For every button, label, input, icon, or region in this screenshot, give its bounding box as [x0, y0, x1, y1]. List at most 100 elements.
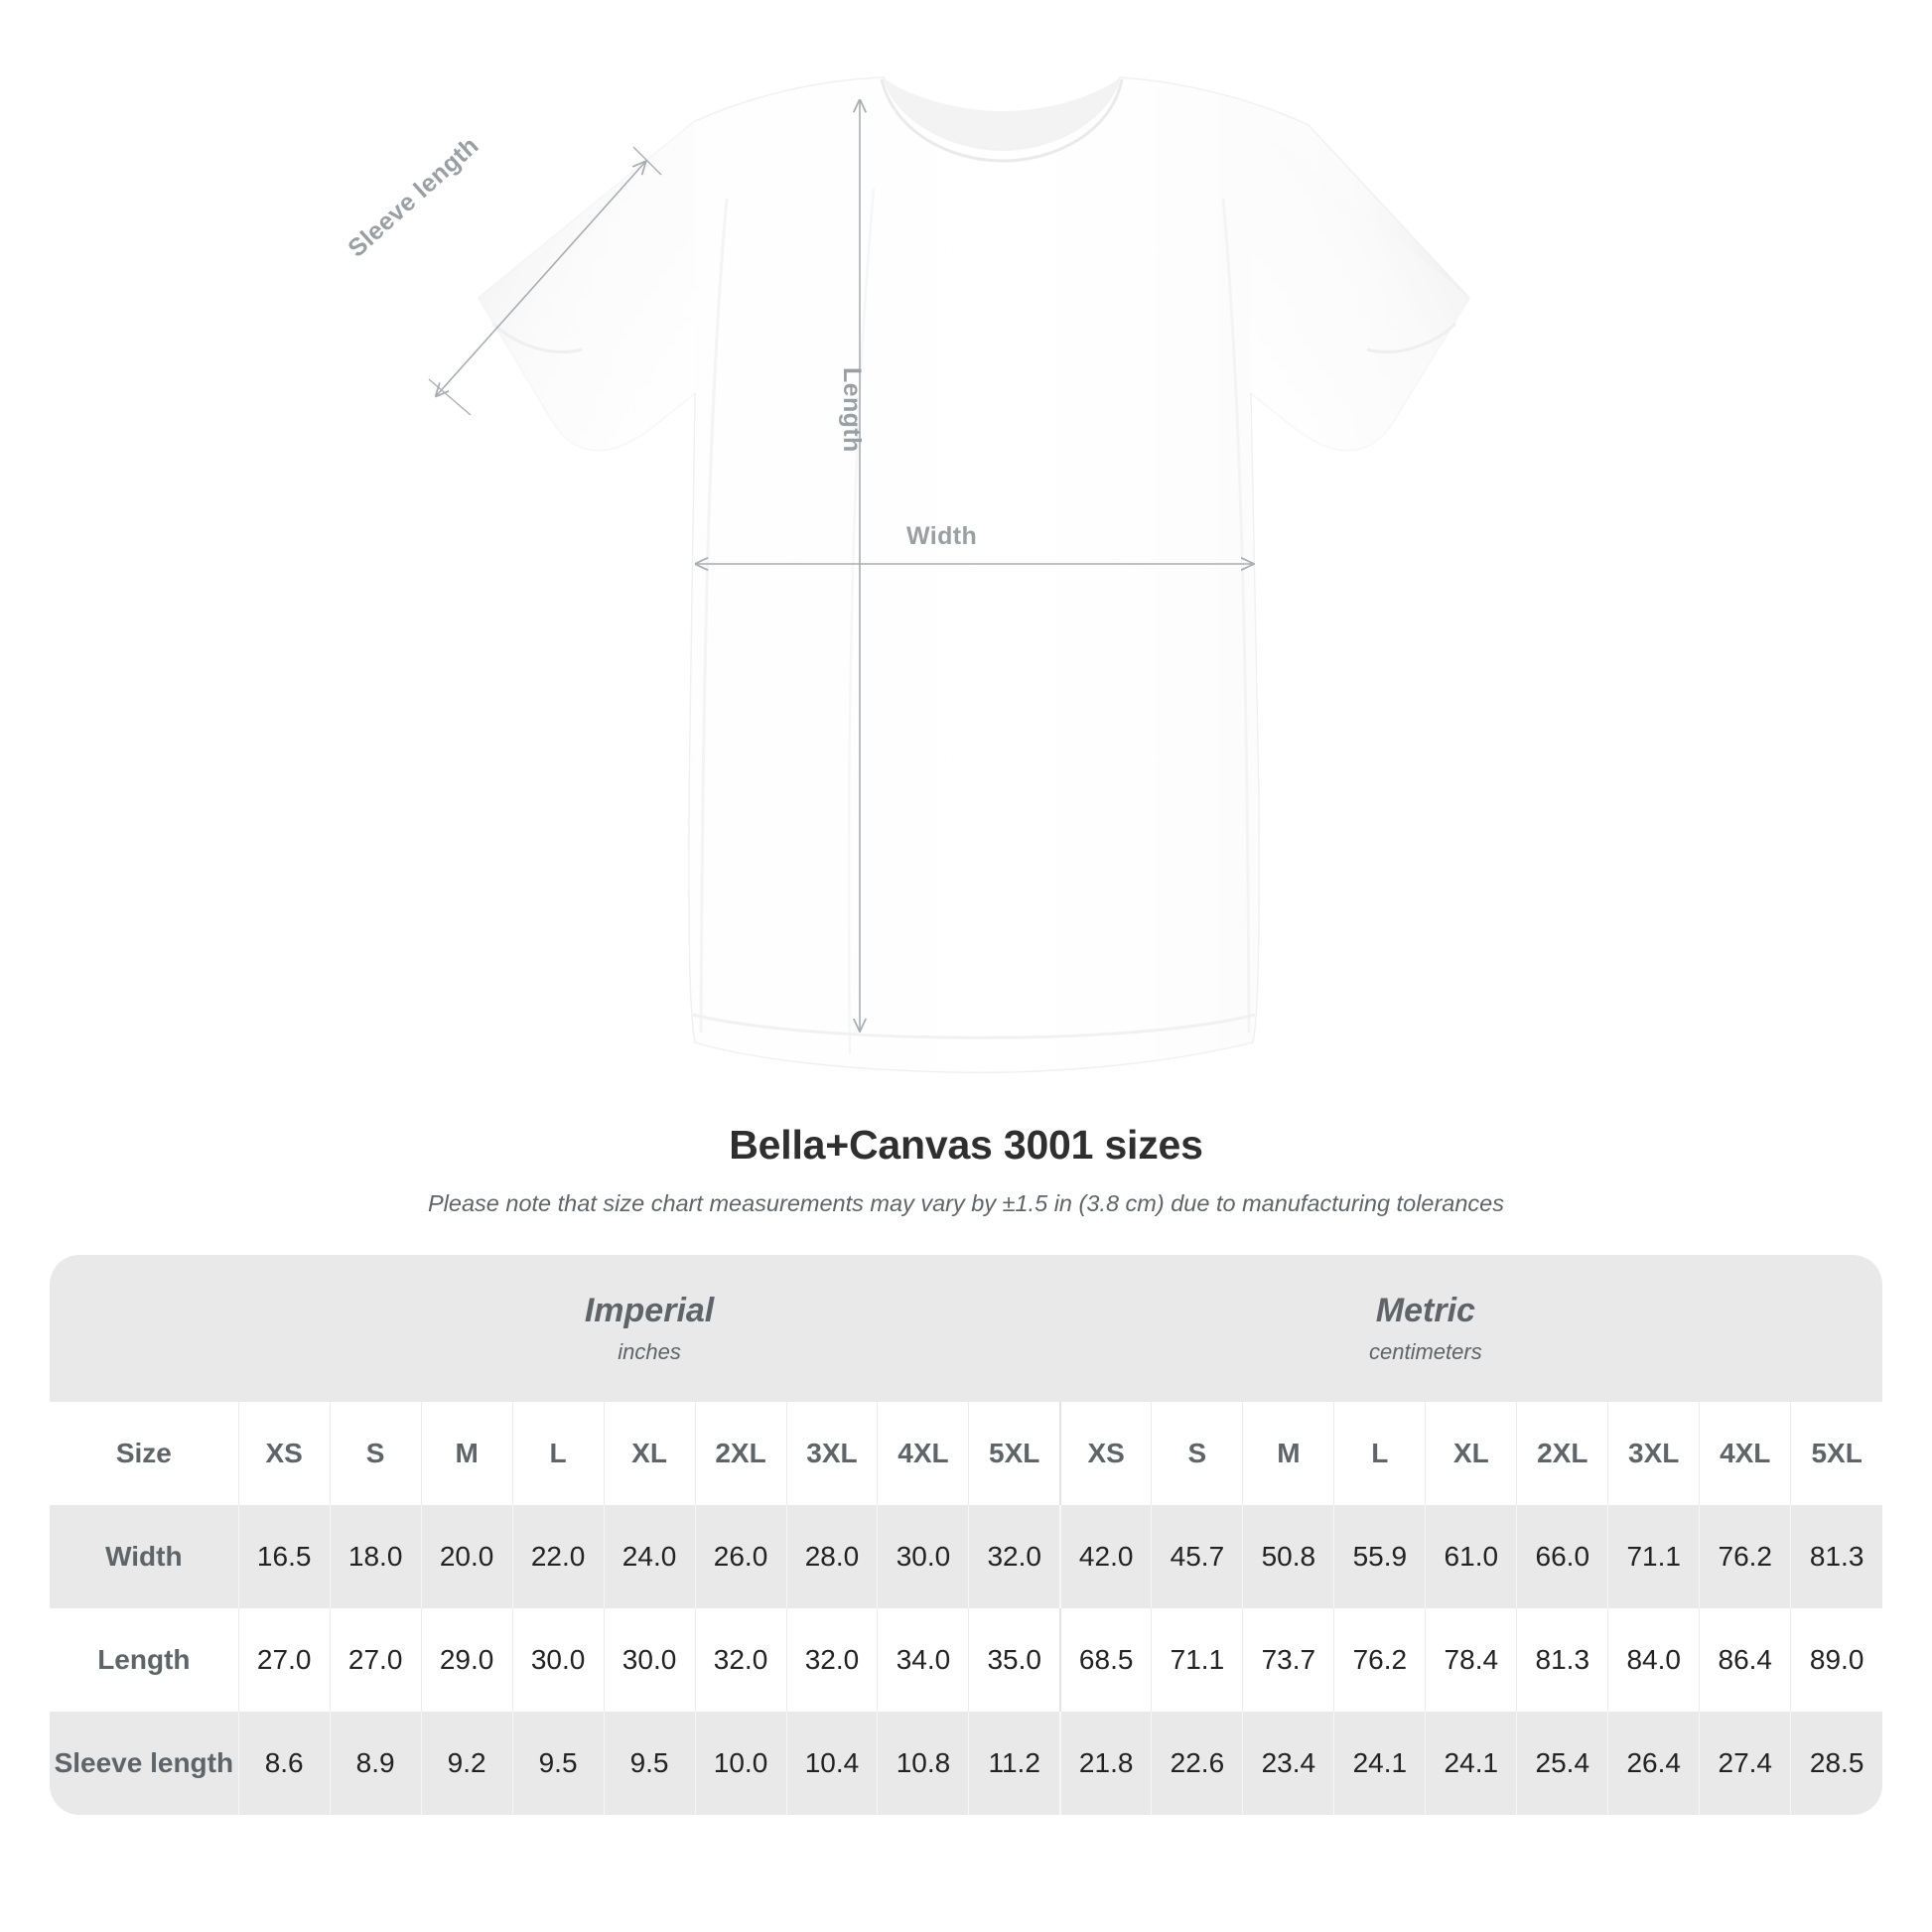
cell-width-metric-l: 55.9 [1333, 1505, 1426, 1608]
column-header-metric-5xl: 5XL [1790, 1402, 1882, 1505]
size-header-row: Size XS S M L XL 2XL 3XL 4XL 5XL XS S M … [50, 1402, 1882, 1505]
cell-width-imperial-4xl: 30.0 [877, 1505, 969, 1608]
column-header-size: Size [50, 1402, 239, 1505]
unit-metric-label: Metric [1375, 1292, 1475, 1330]
cell-sleeve-imperial-4xl: 10.8 [877, 1712, 969, 1815]
chart-subtitle-note: Please note that size chart measurements… [428, 1190, 1504, 1216]
cell-length-metric-4xl: 86.4 [1699, 1608, 1791, 1712]
cell-width-metric-s: 45.7 [1151, 1505, 1243, 1608]
cell-length-metric-s: 71.1 [1151, 1608, 1243, 1712]
cell-width-imperial-s: 18.0 [329, 1505, 422, 1608]
column-header-imperial-m: M [420, 1402, 513, 1505]
column-header-metric-l: L [1333, 1402, 1426, 1505]
row-label-width: Width [50, 1505, 239, 1608]
row-label-length: Length [50, 1608, 239, 1712]
cell-length-imperial-2xl: 32.0 [694, 1608, 786, 1712]
tshirt-measurement-diagram: Sleeve length Length Width [343, 76, 1470, 1074]
cell-sleeve-imperial-l: 9.5 [511, 1712, 605, 1815]
cell-sleeve-metric-m: 23.4 [1242, 1712, 1334, 1815]
column-header-metric-m: M [1242, 1402, 1334, 1505]
cell-length-metric-2xl: 81.3 [1516, 1608, 1608, 1712]
cell-length-metric-5xl: 89.0 [1790, 1608, 1882, 1712]
column-header-metric-xs: XS [1058, 1402, 1152, 1505]
unit-imperial-sublabel: inches [618, 1338, 681, 1364]
cell-length-metric-xl: 78.4 [1425, 1608, 1517, 1712]
column-header-imperial-2xl: 2XL [694, 1402, 786, 1505]
column-header-imperial-l: L [511, 1402, 605, 1505]
cell-width-imperial-3xl: 28.0 [785, 1505, 878, 1608]
cell-length-imperial-xs: 27.0 [237, 1608, 331, 1712]
cell-sleeve-imperial-2xl: 10.0 [694, 1712, 786, 1815]
cell-sleeve-imperial-5xl: 11.2 [968, 1712, 1060, 1815]
unit-row-spacer-end [1790, 1255, 1882, 1402]
cell-width-metric-m: 50.8 [1242, 1505, 1334, 1608]
table-row: Length 27.0 27.0 29.0 30.0 30.0 32.0 32.… [50, 1608, 1882, 1712]
cell-width-imperial-m: 20.0 [420, 1505, 513, 1608]
cell-width-imperial-5xl: 32.0 [968, 1505, 1060, 1608]
cell-sleeve-metric-3xl: 26.4 [1607, 1712, 1700, 1815]
column-header-metric-3xl: 3XL [1607, 1402, 1700, 1505]
cell-length-imperial-4xl: 34.0 [877, 1608, 969, 1712]
column-header-imperial-4xl: 4XL [877, 1402, 969, 1505]
column-header-metric-xl: XL [1425, 1402, 1517, 1505]
cell-length-metric-3xl: 84.0 [1607, 1608, 1700, 1712]
unit-group-imperial: Imperial inches [238, 1255, 1060, 1402]
size-table-container: Imperial inches Metric centimeters Size … [50, 1255, 1882, 1815]
cell-sleeve-imperial-s: 8.9 [329, 1712, 422, 1815]
width-dimension-label: Width [906, 522, 978, 550]
cell-sleeve-metric-xl: 24.1 [1425, 1712, 1517, 1815]
cell-length-imperial-s: 27.0 [329, 1608, 422, 1712]
cell-sleeve-metric-2xl: 25.4 [1516, 1712, 1608, 1815]
column-header-imperial-xs: XS [237, 1402, 331, 1505]
cell-length-imperial-5xl: 35.0 [968, 1608, 1060, 1712]
cell-width-metric-3xl: 71.1 [1607, 1505, 1700, 1608]
cell-width-metric-xs: 42.0 [1058, 1505, 1152, 1608]
cell-sleeve-imperial-m: 9.2 [420, 1712, 513, 1815]
tshirt-illustration [428, 76, 1470, 1074]
unit-metric-sublabel: centimeters [1369, 1338, 1482, 1364]
table-row: Width 16.5 18.0 20.0 22.0 24.0 26.0 28.0… [50, 1505, 1882, 1608]
chart-caption: Bella+Canvas 3001 sizes Please note that… [0, 1112, 1932, 1217]
cell-length-metric-l: 76.2 [1333, 1608, 1426, 1712]
table-row: Sleeve length 8.6 8.9 9.2 9.5 9.5 10.0 1… [50, 1712, 1882, 1815]
row-label-sleeve-length: Sleeve length [50, 1712, 239, 1815]
cell-length-imperial-3xl: 32.0 [785, 1608, 878, 1712]
measurement-lines [428, 101, 1253, 1031]
cell-length-imperial-m: 29.0 [420, 1608, 513, 1712]
column-header-imperial-3xl: 3XL [785, 1402, 878, 1505]
cell-width-metric-2xl: 66.0 [1516, 1505, 1608, 1608]
cell-sleeve-imperial-xl: 9.5 [603, 1712, 696, 1815]
cell-sleeve-metric-4xl: 27.4 [1699, 1712, 1791, 1815]
cell-width-metric-4xl: 76.2 [1699, 1505, 1791, 1608]
shirt-body-shape [478, 76, 1470, 1074]
chart-title: Bella+Canvas 3001 sizes [729, 1122, 1203, 1168]
unit-row-spacer [50, 1255, 239, 1402]
column-header-metric-2xl: 2XL [1516, 1402, 1608, 1505]
cell-sleeve-metric-5xl: 28.5 [1790, 1712, 1882, 1815]
cell-length-metric-m: 73.7 [1242, 1608, 1334, 1712]
cell-width-metric-xl: 61.0 [1425, 1505, 1517, 1608]
cell-width-metric-5xl: 81.3 [1790, 1505, 1882, 1608]
column-header-metric-s: S [1151, 1402, 1243, 1505]
cell-sleeve-metric-l: 24.1 [1333, 1712, 1426, 1815]
column-header-imperial-s: S [329, 1402, 422, 1505]
unit-imperial-label: Imperial [584, 1292, 715, 1330]
cell-sleeve-imperial-xs: 8.6 [237, 1712, 331, 1815]
column-header-imperial-xl: XL [603, 1402, 696, 1505]
length-dimension-label: Length [838, 367, 866, 453]
cell-width-imperial-2xl: 26.0 [694, 1505, 786, 1608]
unit-group-metric: Metric centimeters [1059, 1255, 1791, 1402]
cell-sleeve-imperial-3xl: 10.4 [785, 1712, 878, 1815]
cell-width-imperial-xs: 16.5 [237, 1505, 331, 1608]
size-chart-table: Imperial inches Metric centimeters Size … [50, 1255, 1882, 1815]
cell-length-metric-xs: 68.5 [1058, 1608, 1152, 1712]
cell-sleeve-metric-s: 22.6 [1151, 1712, 1243, 1815]
cell-length-imperial-l: 30.0 [511, 1608, 605, 1712]
cell-sleeve-metric-xs: 21.8 [1058, 1712, 1152, 1815]
column-header-imperial-5xl: 5XL [968, 1402, 1060, 1505]
unit-system-header-row: Imperial inches Metric centimeters [50, 1255, 1882, 1402]
cell-width-imperial-l: 22.0 [511, 1505, 605, 1608]
cell-length-imperial-xl: 30.0 [603, 1608, 696, 1712]
cell-width-imperial-xl: 24.0 [603, 1505, 696, 1608]
column-header-metric-4xl: 4XL [1699, 1402, 1791, 1505]
